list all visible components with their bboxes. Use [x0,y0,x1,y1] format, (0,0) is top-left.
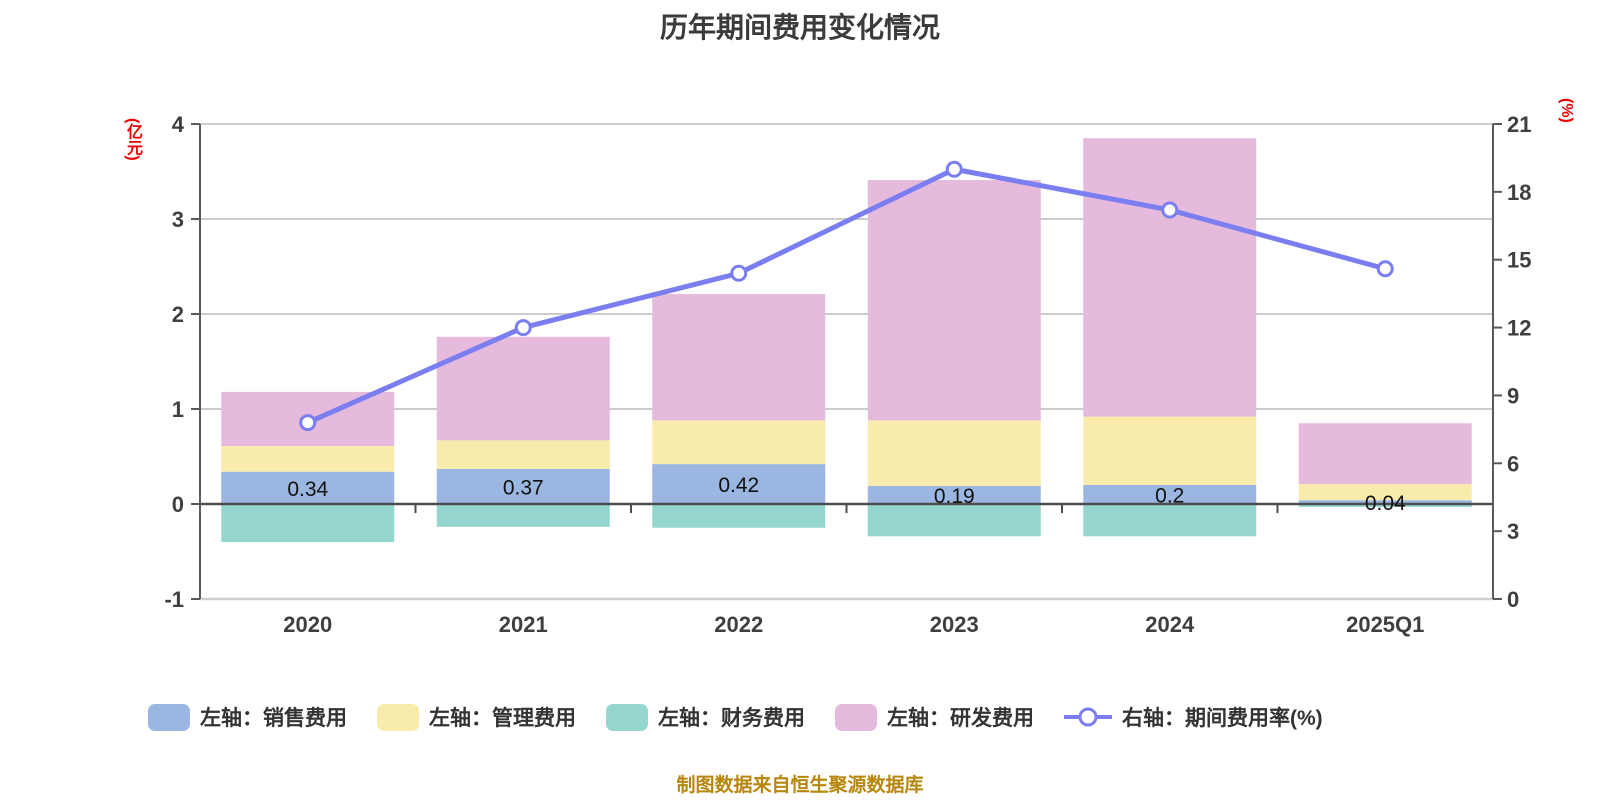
left-axis-label-1: 1 [172,397,184,422]
bar-value-label-2024: 0.2 [1155,485,1184,508]
x-axis-label-2024: 2024 [1145,612,1195,637]
left-axis-label--1: -1 [164,587,184,612]
segment-finance [436,504,610,527]
right-axis-label-15: 15 [1507,248,1531,273]
legend-label: 左轴：研发费用 [887,707,1034,730]
x-axis-label-2021: 2021 [499,612,548,637]
segment-sales [1083,485,1257,504]
segment-rd [652,294,826,421]
bar-2025Q1 [1298,423,1472,507]
right-axis-label-3: 3 [1507,519,1519,544]
legend-swatch-icon [835,703,877,731]
segment-admin [221,446,395,472]
left-axis-label-4: 4 [172,112,185,137]
rate-marker-2020 [299,414,317,432]
rate-marker-2024 [1161,201,1179,219]
chart-title: 历年期间费用变化情况 [659,12,940,43]
segment-admin [436,440,610,469]
segment-sales [652,464,826,504]
legend-swatch-icon [148,703,190,731]
segment-sales [221,471,395,504]
legend-item-finance[interactable]: 左轴：财务费用 [606,702,805,732]
right-axis-label-12: 12 [1507,316,1531,341]
segment-rd [1298,423,1472,485]
rate-marker-2022 [730,264,748,282]
right-axis-label-21: 21 [1507,112,1531,137]
bar-2021 [436,336,610,527]
segment-admin [1083,416,1257,485]
bar-2020 [221,391,395,542]
segment-sales [436,468,610,504]
segment-admin [1298,484,1472,501]
x-axis-label-2020: 2020 [283,612,332,637]
segment-finance [652,504,826,528]
bar-2024 [1083,138,1257,537]
x-axis-label-2022: 2022 [714,612,763,637]
legend-item-rd[interactable]: 左轴：研发费用 [835,702,1034,732]
legend-item-rate[interactable]: 右轴：期间费用率(%) [1064,702,1323,732]
left-axis-unit-label: (亿元) [124,118,141,161]
left-axis-label-0: 0 [172,492,184,517]
x-axis-label-2023: 2023 [930,612,979,637]
right-axis-label-0: 0 [1507,587,1519,612]
bar-2022 [652,294,826,528]
rate-line [305,166,1388,426]
data-source-note: 制图数据来自恒生聚源数据库 [676,775,924,796]
x-axis-label-2025Q1: 2025Q1 [1346,612,1424,637]
segment-sales [1298,500,1472,504]
segment-rd [867,180,1041,421]
bar-value-label-2021: 0.37 [503,476,544,499]
segment-finance [221,504,395,542]
segment-admin [652,420,826,465]
segment-finance [867,504,1041,537]
chart-legend: 左轴：销售费用 左轴：管理费用 左轴：财务费用 左轴：研发费用 右轴：期间费用率(%) [148,702,1323,732]
bar-2023 [867,180,1041,537]
rate-marker-2025Q1 [1376,260,1394,278]
left-axis-label-2: 2 [172,302,184,327]
segment-admin [867,420,1041,486]
left-axis-label-3: 3 [172,207,184,232]
bar-value-label-2023: 0.19 [934,485,975,508]
legend-item-admin[interactable]: 左轴：管理费用 [377,702,576,732]
segment-sales [867,485,1041,504]
bar-value-label-2022: 0.42 [718,474,759,497]
segment-rd [1083,138,1257,417]
legend-label: 左轴：销售费用 [200,707,347,730]
legend-label: 左轴：财务费用 [658,707,805,730]
legend-swatch-icon [606,703,648,731]
legend-swatch-icon [377,703,419,731]
rate-marker-2021 [514,319,532,337]
right-axis-label-18: 18 [1507,180,1531,205]
right-axis-label-6: 6 [1507,451,1519,476]
segment-finance [1298,504,1472,507]
segment-finance [1083,504,1257,537]
right-axis-label-9: 9 [1507,383,1519,408]
right-axis-unit-label: (%) [1558,98,1575,123]
legend-label: 右轴：期间费用率(%) [1122,707,1323,730]
rate-marker-2023 [945,160,963,178]
legend-label: 左轴：管理费用 [429,707,576,730]
bar-value-label-2020: 0.34 [287,478,328,501]
line-marker-icon [1064,707,1112,727]
bar-value-label-2025Q1: 0.04 [1365,492,1406,515]
legend-item-sales[interactable]: 左轴：销售费用 [148,702,347,732]
